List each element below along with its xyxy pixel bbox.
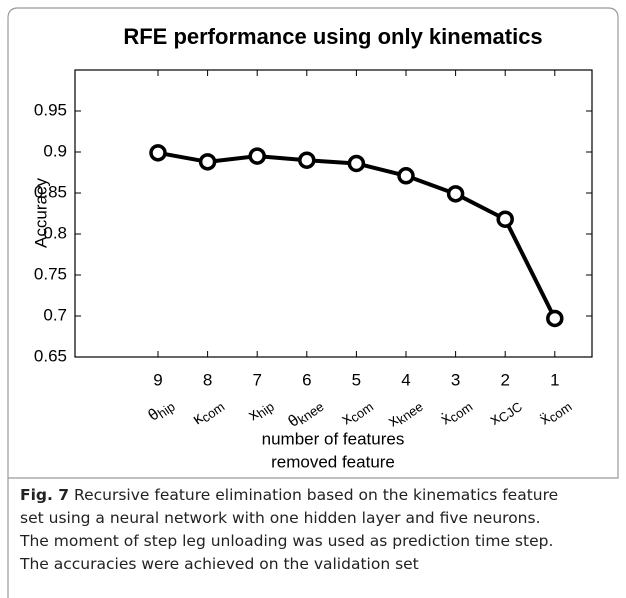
x-axis-label-2: removed feature [271,452,395,471]
data-point [347,154,366,173]
x-tick-label: 7 [252,370,261,389]
caption: Fig. 7 Recursive feature elimination bas… [20,484,620,576]
data-point [248,147,266,165]
caption-line: The moment of step leg unloading was use… [20,530,620,553]
feature-label: xcom [339,396,377,430]
feature-label: θhip [145,396,178,427]
feature-label: xhip [245,396,277,426]
plot-box [74,69,593,358]
y-tick-label: 0.65 [34,346,67,365]
feature-label: κcom [190,396,228,430]
data-point [496,210,514,228]
x-tick-label: 6 [302,370,311,389]
y-tick-label: 0.8 [43,223,67,242]
data-point [298,151,316,169]
caption-text: Recursive feature elimination based on t… [74,486,559,504]
x-tick-label: 5 [352,370,361,389]
feature-label: ẋcom [438,396,476,430]
figure-frame [7,7,619,598]
x-tick-label: 3 [451,370,460,389]
data-point [446,185,465,203]
x-tick-label: 4 [401,370,410,389]
feature-subscript: knee [295,399,327,427]
caption-text: The accuracies were achieved on the vali… [20,555,419,573]
feature-label: θknee [285,396,326,433]
feature-label: xCJC [487,396,525,431]
x-tick-label: 9 [153,370,162,389]
caption-line: The accuracies were achieved on the vali… [20,553,620,576]
caption-text: The moment of step leg unloading was use… [20,532,554,550]
data-line [157,150,557,320]
feature-label: xknee [385,396,426,433]
y-tick-label: 0.9 [43,141,67,160]
caption-text: set using a neural network with one hidd… [20,509,541,527]
caption-label: Fig. 7 [20,486,70,504]
y-tick-label: 0.85 [34,182,67,201]
x-tick-label: 1 [550,370,559,389]
x-axis-label: number of features [262,429,405,448]
data-point [198,153,217,171]
data-point [546,309,564,328]
y-tick-label: 0.7 [43,305,67,324]
feature-subscript: knee [394,399,426,427]
y-tick-label: 0.95 [34,100,67,119]
caption-line: set using a neural network with one hidd… [20,507,620,530]
data-point [397,167,415,185]
feature-label: ẍcom [537,396,575,430]
x-tick-label: 2 [500,370,509,389]
data-point [149,144,167,162]
y-tick-label: 0.75 [34,264,67,283]
y-axis-label: Accuracy [31,178,50,248]
caption-line: Fig. 7 Recursive feature elimination bas… [20,484,620,507]
x-tick-label: 8 [203,370,212,389]
chart-title: RFE performance using only kinematics [123,24,542,49]
